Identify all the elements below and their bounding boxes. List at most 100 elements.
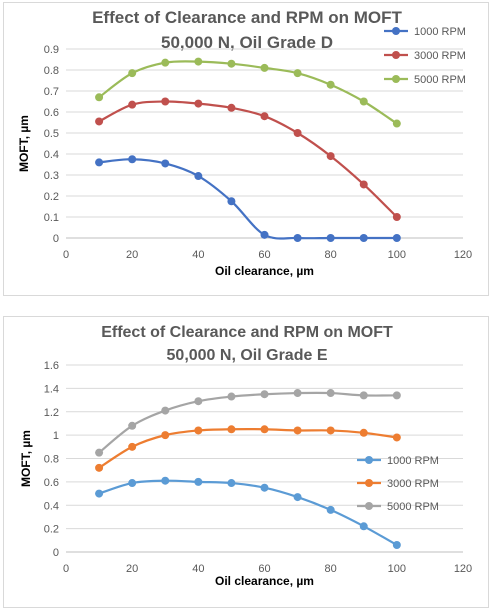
data-point-series-2 xyxy=(95,448,104,457)
series-line-2 xyxy=(98,60,398,125)
x-tick-label: 120 xyxy=(454,249,472,261)
data-point-series-0 xyxy=(326,234,335,242)
chart-panel-grade-e: Effect of Clearance and RPM on MOFT 50,00… xyxy=(3,316,489,608)
data-point-series-1 xyxy=(227,425,236,434)
x-tick-label: 60 xyxy=(258,563,270,575)
x-axis-title: Oil clearance, µm xyxy=(215,264,314,278)
data-point-series-2 xyxy=(359,97,368,106)
x-tick-label: 60 xyxy=(258,249,270,261)
series-line-1 xyxy=(98,100,398,218)
y-tick-label: 0.2 xyxy=(44,191,59,203)
legend-label: 3000 RPM xyxy=(414,50,466,62)
y-tick-label: 0 xyxy=(53,547,59,559)
y-tick-label: 0.3 xyxy=(44,170,59,182)
data-point-series-1 xyxy=(194,426,203,435)
data-point-series-1 xyxy=(227,103,236,112)
data-point-series-1 xyxy=(194,99,203,108)
x-axis-title: Oil clearance, µm xyxy=(215,574,314,588)
legend-label: 1000 RPM xyxy=(414,26,466,38)
y-tick-label: 0.2 xyxy=(44,524,59,536)
y-tick-label: 0.8 xyxy=(44,454,59,466)
data-point-series-0 xyxy=(359,522,368,531)
x-tick-label: 0 xyxy=(63,249,69,261)
data-point-series-1 xyxy=(95,117,104,126)
data-point-series-0 xyxy=(293,493,302,502)
y-axis-title: MOFT, µm xyxy=(19,430,33,487)
x-tick-label: 100 xyxy=(388,249,406,261)
data-point-series-2 xyxy=(227,59,236,68)
x-tick-label: 80 xyxy=(325,563,337,575)
x-tick-label: 120 xyxy=(454,563,472,575)
legend-marker xyxy=(365,479,373,487)
x-tick-label: 0 xyxy=(63,563,69,575)
series-line-0 xyxy=(98,158,397,240)
data-point-series-0 xyxy=(392,234,401,242)
data-point-series-0 xyxy=(161,476,170,485)
y-tick-label: 1.6 xyxy=(44,360,59,372)
y-tick-label: 0.1 xyxy=(44,212,59,224)
y-tick-label: 0.4 xyxy=(44,149,59,161)
data-point-series-0 xyxy=(227,479,236,488)
x-tick-label: 40 xyxy=(192,249,204,261)
x-tick-label: 80 xyxy=(325,249,337,261)
legend-marker xyxy=(392,27,400,35)
data-point-series-0 xyxy=(128,155,137,164)
series-line-2 xyxy=(98,391,397,454)
legend-label: 5000 RPM xyxy=(414,74,466,86)
data-point-series-2 xyxy=(392,391,401,400)
legend-marker xyxy=(365,502,373,510)
data-point-series-0 xyxy=(293,234,302,242)
data-point-series-1 xyxy=(359,428,368,437)
data-point-series-2 xyxy=(95,93,104,102)
legend-marker xyxy=(392,75,400,83)
series-line-0 xyxy=(98,479,398,546)
chart-subtitle: 50,000 N, Oil Grade D xyxy=(161,33,333,52)
y-tick-label: 0 xyxy=(53,233,59,245)
legend-marker xyxy=(392,51,400,59)
chart-subtitle: 50,000 N, Oil Grade E xyxy=(167,347,328,364)
data-point-series-2 xyxy=(194,57,203,66)
y-tick-label: 0.7 xyxy=(44,86,59,98)
data-point-series-2 xyxy=(326,389,335,398)
chart-grade-e: Effect of Clearance and RPM on MOFT 50,00… xyxy=(19,324,472,588)
x-tick-label: 100 xyxy=(388,563,406,575)
data-point-series-2 xyxy=(293,69,302,78)
data-point-series-0 xyxy=(95,489,104,498)
data-point-series-2 xyxy=(293,389,302,398)
data-point-series-1 xyxy=(392,433,401,442)
data-point-series-2 xyxy=(227,392,236,401)
data-point-series-2 xyxy=(392,119,401,128)
series-line-1 xyxy=(98,428,397,469)
legend-label: 5000 RPM xyxy=(387,501,439,513)
data-point-series-1 xyxy=(161,431,170,440)
chart-grade-d: Effect of Clearance and RPM on MOFT 50,00… xyxy=(17,8,472,278)
chart-title: Effect of Clearance and RPM on MOFT xyxy=(92,8,402,27)
data-point-series-0 xyxy=(194,477,203,486)
data-point-series-0 xyxy=(260,230,269,239)
data-point-series-2 xyxy=(128,421,137,430)
data-point-series-2 xyxy=(326,80,335,89)
data-point-series-1 xyxy=(326,152,335,161)
data-point-series-0 xyxy=(95,158,104,167)
data-point-series-0 xyxy=(359,234,368,242)
chart-panel-grade-d: Effect of Clearance and RPM on MOFT 50,00… xyxy=(3,2,489,296)
data-point-series-0 xyxy=(128,479,137,488)
data-point-series-1 xyxy=(326,426,335,435)
data-point-series-1 xyxy=(293,129,302,137)
y-tick-label: 1 xyxy=(53,430,59,442)
data-point-series-1 xyxy=(161,97,170,106)
data-point-series-2 xyxy=(359,391,368,400)
data-point-series-2 xyxy=(128,69,137,78)
legend-marker xyxy=(365,456,373,464)
y-tick-label: 0.9 xyxy=(44,44,59,56)
y-tick-label: 0.4 xyxy=(44,500,59,512)
legend-label: 1000 RPM xyxy=(387,455,439,467)
data-point-series-1 xyxy=(95,463,104,472)
data-point-series-0 xyxy=(326,505,335,514)
data-point-series-1 xyxy=(359,180,368,189)
data-point-series-1 xyxy=(128,442,137,451)
y-tick-label: 0.5 xyxy=(44,128,59,140)
y-tick-label: 0.6 xyxy=(44,477,59,489)
data-point-series-1 xyxy=(293,426,302,435)
data-point-series-0 xyxy=(392,540,401,549)
